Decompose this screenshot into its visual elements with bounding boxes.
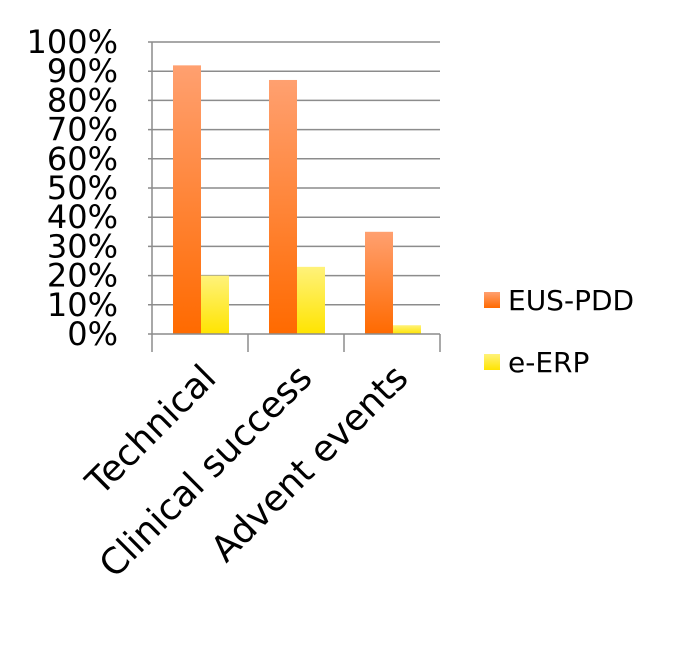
bar-eus-pdd-0: [173, 65, 201, 335]
y-tick-label: 0%: [67, 315, 118, 353]
legend: EUS-PDD e-ERP: [484, 284, 634, 379]
bars: [173, 65, 421, 335]
y-tick-label: 100%: [27, 23, 118, 61]
y-tick-label: 40%: [47, 198, 118, 236]
y-tick-label: 60%: [47, 140, 118, 178]
bar-e-erp-0: [201, 275, 229, 334]
y-tick-label: 50%: [47, 169, 118, 207]
y-tick-label: 30%: [47, 227, 118, 265]
y-axis-tick-labels: 0%10%20%30%40%50%60%70%80%90%100%: [27, 23, 118, 353]
axes: [148, 42, 441, 352]
legend-swatch: [484, 354, 500, 370]
y-tick-label: 90%: [47, 52, 118, 90]
bar-e-erp-2: [393, 325, 421, 334]
bar-eus-pdd-2: [365, 231, 393, 334]
bar-eus-pdd-1: [269, 79, 297, 335]
y-tick-label: 20%: [47, 257, 118, 295]
legend-swatch: [484, 292, 500, 308]
legend-label: e-ERP: [508, 346, 589, 379]
y-tick-label: 70%: [47, 111, 118, 149]
y-tick-label: 10%: [47, 286, 118, 324]
bar-e-erp-1: [297, 266, 325, 334]
legend-label: EUS-PDD: [508, 284, 634, 317]
y-tick-label: 80%: [47, 81, 118, 119]
